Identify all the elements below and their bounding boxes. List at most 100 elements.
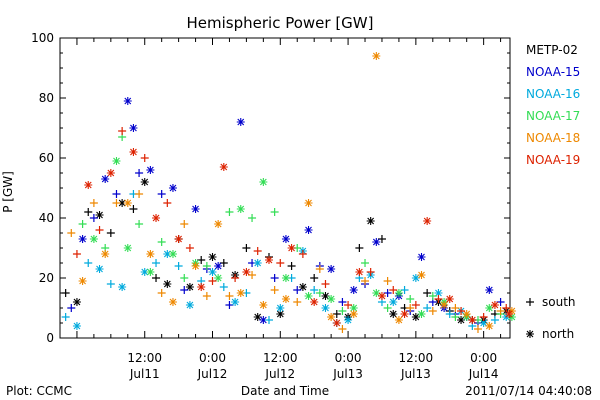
north-point: [95, 265, 104, 273]
north-point: [389, 298, 398, 306]
north-point: [304, 226, 313, 234]
north-point: [118, 283, 127, 291]
south-point: [219, 283, 228, 291]
north-point: [355, 268, 364, 276]
south-point: [451, 304, 460, 312]
north-point: [298, 283, 307, 291]
north-point: [417, 271, 426, 279]
north-point: [276, 310, 285, 318]
south-point: [112, 190, 121, 198]
x-tick-label: 0:00: [199, 351, 226, 365]
north-point: [197, 283, 206, 291]
south-point: [383, 277, 392, 285]
north-point: [219, 163, 228, 171]
north-point: [89, 235, 98, 243]
north-point: [185, 283, 194, 291]
north-point: [344, 316, 353, 324]
south-point: [253, 247, 262, 255]
y-tick-label: 100: [31, 31, 54, 45]
north-point: [400, 310, 409, 318]
south-point: [383, 304, 392, 312]
north-point: [264, 256, 273, 264]
north-point: [259, 301, 268, 309]
north-marker-symbol: [526, 330, 534, 338]
south-point: [423, 304, 432, 312]
north-point: [445, 295, 454, 303]
south-point: [72, 250, 81, 258]
north-point: [417, 310, 426, 318]
y-tick-label: 20: [39, 271, 54, 285]
south-point: [270, 208, 279, 216]
south-point: [298, 250, 307, 258]
north-point: [372, 289, 381, 297]
south-point: [225, 292, 234, 300]
south-point: [315, 289, 324, 297]
south-point: [389, 286, 398, 294]
north-point: [123, 97, 132, 105]
north-point: [236, 205, 245, 213]
north-point: [140, 268, 149, 276]
south-point: [248, 214, 257, 222]
north-point: [366, 217, 375, 225]
south-point: [428, 307, 437, 315]
north-point: [321, 292, 330, 300]
south-point: [106, 229, 115, 237]
south-point: [366, 268, 375, 276]
north-point: [242, 268, 251, 276]
south-point: [315, 265, 324, 273]
north-point: [287, 244, 296, 252]
north-point: [349, 286, 358, 294]
south-point: [496, 307, 505, 315]
south-point: [67, 229, 76, 237]
y-tick-label: 60: [39, 151, 54, 165]
south-point: [67, 304, 76, 312]
north-point: [236, 118, 245, 126]
south-point: [157, 238, 166, 246]
x-tick-sublabel: Jul12: [264, 367, 295, 381]
north-point: [185, 301, 194, 309]
south-point: [152, 259, 161, 267]
south-point: [310, 286, 319, 294]
plot-frame: [59, 37, 511, 339]
legend-entry: NOAA-19: [526, 153, 580, 167]
north-point: [129, 124, 138, 132]
south-point: [84, 259, 93, 267]
north-point: [101, 175, 110, 183]
marker-legend-label: north: [542, 327, 574, 341]
north-point: [72, 298, 81, 306]
north-point: [411, 274, 420, 282]
south-point: [157, 190, 166, 198]
north-point: [490, 301, 499, 309]
north-point: [457, 316, 466, 324]
footer-timestamp: 2011/07/14 04:40:08: [465, 384, 592, 398]
south-point: [89, 214, 98, 222]
north-point: [462, 310, 471, 318]
north-point: [191, 262, 200, 270]
north-point: [394, 289, 403, 297]
south-point: [208, 277, 217, 285]
y-axis-label: P [GW]: [1, 171, 15, 213]
north-point: [423, 217, 432, 225]
north-point: [253, 313, 262, 321]
north-point: [95, 211, 104, 219]
north-point: [281, 235, 290, 243]
y-axis: 0 20 40 60 80 100: [31, 31, 510, 345]
south-point: [310, 274, 319, 282]
south-point: [338, 307, 347, 315]
south-point: [355, 244, 364, 252]
south-point: [293, 286, 302, 294]
north-point: [411, 313, 420, 321]
north-point: [214, 220, 223, 228]
north-point: [163, 280, 172, 288]
legend: METP-02 NOAA-15 NOAA-16 NOAA-17 NOAA-18 NOAA-…: [526, 43, 580, 167]
north-point: [485, 304, 494, 312]
south-point: [180, 274, 189, 282]
north-point: [417, 253, 426, 261]
marker-legend: south north: [526, 295, 576, 341]
x-axis-label: Date and Time: [241, 384, 329, 398]
south-point: [242, 244, 251, 252]
north-point: [434, 289, 443, 297]
south-point: [231, 274, 240, 282]
south-point: [61, 313, 70, 321]
south-point: [479, 313, 488, 321]
